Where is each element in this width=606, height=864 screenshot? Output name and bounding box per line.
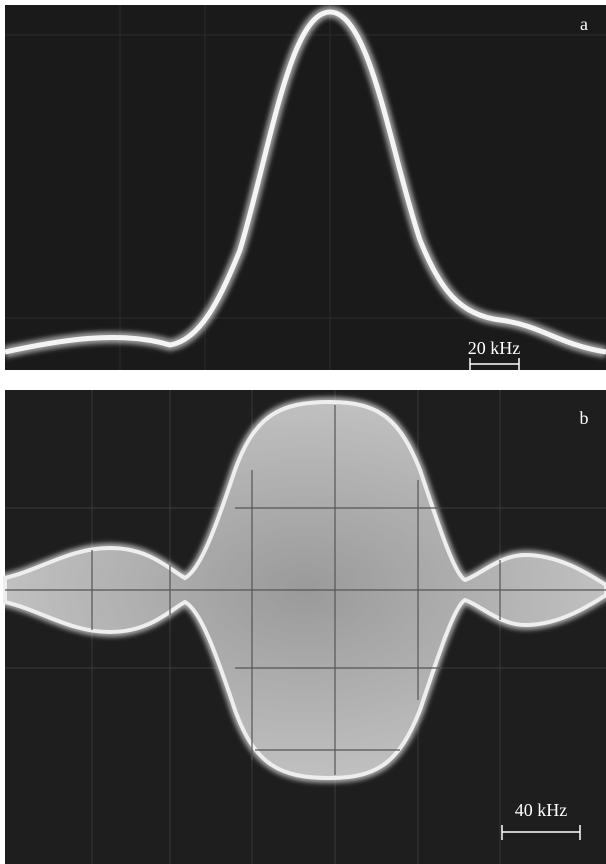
- trace: [4, 9, 606, 355]
- panel-label: b: [580, 408, 589, 428]
- panel-b: b 40 kHz: [0, 390, 606, 864]
- inner-grid: [5, 405, 606, 775]
- scale-bar: [501, 825, 581, 840]
- screen: [5, 5, 606, 370]
- scale-label: 40 kHz: [515, 800, 568, 820]
- panel-a: a 20 kHz: [3, 5, 606, 370]
- panel-label: a: [580, 14, 588, 34]
- scale-bar: [469, 358, 520, 370]
- scale-label: 20 kHz: [468, 338, 521, 358]
